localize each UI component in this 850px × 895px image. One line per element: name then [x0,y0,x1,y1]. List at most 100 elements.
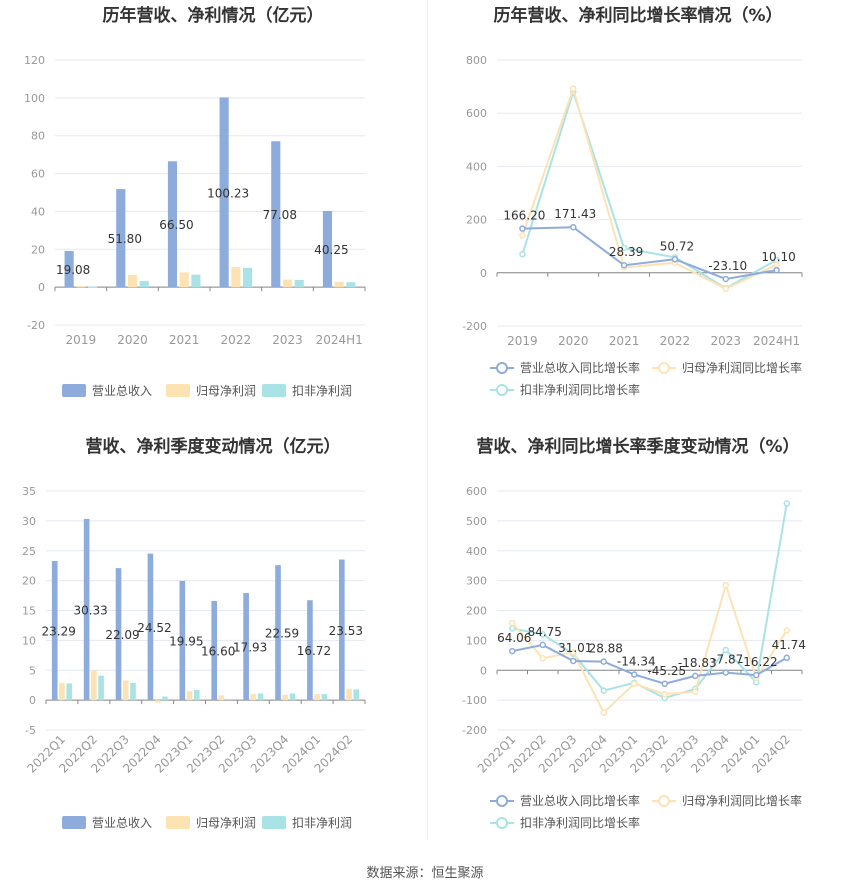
data-label: 50.72 [660,239,694,253]
x-tick-label: 2021 [169,333,200,347]
y-tick-label: 100 [466,634,487,647]
y-tick-label: 200 [466,214,487,227]
y-tick-label: 10 [22,634,36,647]
y-tick-label: 300 [466,575,487,588]
data-label: -45.25 [647,664,686,678]
x-tick-label: 2024H1 [753,334,800,348]
legend-swatch [166,816,190,829]
point-1-4 [631,680,638,687]
quarter-rev-chart: 营收、净利季度变动情况（亿元）-5051015202530352022Q1202… [22,436,366,830]
point-0-5 [773,266,780,274]
point-1-9 [783,627,790,634]
legend-swatch [166,384,190,397]
line-series-1 [511,581,788,715]
legend-marker [496,817,508,829]
x-tick-label: 2022 [660,334,691,348]
legend-marker [496,384,508,396]
point-2-9 [783,500,790,507]
bar-0-7 [275,565,281,701]
panel-divider [427,0,428,840]
chart-title: 营收、净利季度变动情况（亿元） [86,436,341,457]
legend-label: 扣非净利润同比增长率 [520,382,640,397]
y-tick-label: 600 [466,485,487,498]
annual-rev-chart: 历年营收、净利情况（亿元） -20 0 20 40 60 80 100 120 2019 2020 2… [24,5,366,398]
legend-marker [658,795,670,807]
data-label: -18.83 [678,656,717,670]
bar-0-6 [243,592,249,701]
y-tick-label: 100 [24,92,45,105]
bar-2-3 [162,696,168,701]
y-tick-label: 60 [31,168,45,181]
legend-label: 归母净利润同比增长率 [682,793,802,808]
data-label: 16.72 [297,644,331,658]
data-label: 30.33 [73,604,107,618]
bar-2-6 [257,693,264,701]
bar-1-7 [282,694,289,701]
point-1-5 [661,690,668,698]
legend-swatch [262,816,286,829]
point-1-6 [692,688,699,696]
legend-label: 营业总收入同比增长率 [520,793,640,808]
legend-label: 扣非净利润同比增长率 [520,815,640,830]
bar-0-8 [307,600,313,701]
data-label: 19.08 [56,263,90,277]
line-series-0 [522,226,777,280]
bar-0-3 [219,97,229,288]
legend-label: 营业总收入 [92,816,152,830]
data-label: 77.08 [263,208,297,222]
y-tick-label: 400 [466,545,487,558]
point-2-7 [722,646,729,654]
y-tick-label: 35 [22,485,36,498]
bar-0-2 [115,568,122,701]
annual-growth-chart: 历年营收、净利同比增长率情况（%） -200 0 200 400 600 800 2019 20… [462,5,803,397]
legend-label: 归母净利润 [196,384,256,398]
data-label: -14.34 [617,655,656,669]
data-label: 40.25 [314,243,348,257]
point-0-4 [722,275,729,283]
data-source: 数据来源：恒生聚源 [366,866,484,881]
bar-0-3 [147,553,154,701]
y-tick-label: 40 [31,205,45,218]
data-label: -23.10 [708,259,747,273]
point-1-1 [570,85,577,92]
x-tick-label: 2019 [507,334,538,348]
y-tick-label: 600 [466,107,487,120]
legend-label: 营业总收入同比增长率 [520,360,640,375]
data-label: 23.53 [329,624,363,638]
data-label: 31.01 [558,641,592,655]
data-label: 166.20 [503,209,545,223]
y-tick-label: 800 [466,54,487,67]
point-2-0 [519,250,526,258]
point-0-2 [620,261,628,269]
legend-marker [658,362,670,374]
bar-1-2 [179,272,189,288]
data-label: 24.52 [137,621,171,635]
bar-0-1 [116,189,126,288]
point-0-0 [509,647,516,655]
bar-1-5 [334,281,344,288]
point-0-6 [692,672,699,680]
x-tick-label: 2020 [558,334,589,348]
y-tick-label: 0 [480,664,487,677]
point-2-1 [539,631,546,638]
bar-0-5 [322,210,333,288]
y-tick-label: -200 [462,320,487,333]
bar-2-9 [353,689,360,701]
x-tick-label: 2023 [272,333,303,347]
data-label: 100.23 [207,186,249,200]
data-label: 22.59 [265,627,299,641]
x-tick-label: 2022 [221,333,252,347]
point-1-0 [519,232,526,239]
legend-swatch [62,384,86,397]
point-0-1 [570,223,577,231]
bar-1-2 [122,680,129,701]
bar-0-4 [271,141,281,288]
bar-0-5 [211,600,218,701]
chart-title: 历年营收、净利同比增长率情况（%） [493,5,782,26]
x-tick-label: 2021 [609,334,640,348]
y-tick-label: -20 [27,319,45,332]
bar-1-1 [91,670,97,701]
data-label: 28.88 [589,642,623,656]
bar-2-7 [289,693,296,701]
